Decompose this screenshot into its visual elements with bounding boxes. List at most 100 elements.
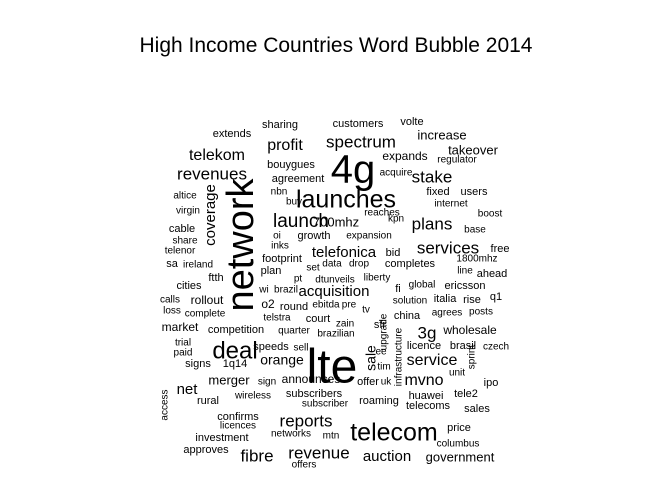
word-sa: sa (166, 258, 179, 270)
word-telefonica: telefonica (312, 244, 377, 261)
word-takeover: takeover (448, 142, 499, 157)
word-round: round (280, 301, 308, 313)
word-subscribers: subscribers (286, 388, 343, 400)
word-spectrum: spectrum (326, 132, 396, 151)
word-3g: 3g (418, 323, 437, 342)
word-telstra: telstra (263, 313, 291, 324)
word-speeds: speeds (253, 341, 289, 353)
word-acquire: acquire (380, 168, 413, 179)
word-brasil: brasil (450, 340, 476, 352)
word-confirms: confirms (217, 411, 259, 423)
word-solution: solution (393, 296, 427, 307)
word-signs: signs (185, 358, 211, 370)
word-customers: customers (333, 118, 384, 130)
word-1800mhz: 1800mhz (456, 254, 497, 265)
word-700mhz: 700mhz (313, 214, 359, 229)
word-uk: uk (381, 377, 393, 388)
word-ipo: ipo (484, 377, 499, 389)
word-telekom: telekom (189, 147, 245, 164)
word-drop: drop (349, 259, 369, 270)
word-announces: announces (282, 372, 341, 386)
word-revenue: revenue (288, 443, 349, 462)
word-court: court (306, 313, 330, 325)
word-base: base (464, 225, 486, 236)
word-mvno: mvno (404, 372, 443, 389)
word-internet: internet (434, 199, 468, 210)
word-expands: expands (382, 149, 427, 163)
word-extends: extends (213, 128, 252, 140)
word-quarter: quarter (278, 326, 310, 337)
word-revenues: revenues (177, 164, 247, 183)
word-ireland: ireland (183, 260, 213, 271)
word-free: free (491, 243, 510, 255)
word-fi: fi (395, 283, 401, 295)
word-acquisition: acquisition (299, 283, 370, 300)
word-plan: plan (261, 265, 282, 277)
word-liberty: liberty (364, 273, 391, 284)
word-service: service (407, 352, 458, 369)
word-cable: cable (169, 223, 195, 235)
word-regulator: regulator (437, 155, 477, 166)
word-coverage: coverage (202, 184, 219, 246)
word-calls: calls (160, 295, 180, 306)
word-pt: pt (294, 274, 303, 285)
word-china: china (394, 310, 421, 322)
word-price: price (447, 422, 471, 434)
word-zain: zain (336, 319, 354, 330)
word-altice: altice (173, 191, 197, 202)
word-increase: increase (417, 127, 466, 142)
word-merger: merger (208, 372, 250, 387)
word-posts: posts (469, 307, 493, 318)
word-sale: sale (363, 345, 379, 371)
word-trial: trial (175, 338, 191, 349)
word-ebitda: ebitda (312, 300, 340, 311)
word-licences: licences (220, 421, 256, 432)
word-profit: profit (267, 137, 303, 154)
word-lte: lte (307, 341, 358, 394)
word-loss: loss (163, 306, 181, 317)
word-market: market (162, 320, 199, 334)
word-ee: ee (375, 347, 387, 358)
word-share: share (172, 236, 197, 247)
word-wi: wi (258, 285, 268, 296)
word-upgrade: upgrade (379, 313, 390, 350)
word-competition: competition (208, 324, 264, 336)
word-telecoms: telecoms (406, 400, 451, 412)
word-ftth: ftth (208, 272, 223, 284)
word-reaches: reaches (364, 208, 400, 219)
word-oi: oi (273, 231, 281, 242)
word-wholesale: wholesale (442, 323, 497, 337)
word-bid: bid (386, 247, 401, 259)
word-launches: launches (296, 186, 396, 214)
word-agrees: agrees (432, 308, 463, 319)
word-tv: tv (362, 305, 370, 316)
word-4g: 4g (331, 148, 376, 192)
word-brazil: brazil (274, 285, 298, 296)
word-net: net (177, 381, 199, 398)
word-networks: networks (271, 429, 311, 440)
word-orange: orange (260, 352, 304, 368)
word-footprint: footprint (262, 253, 302, 265)
word-growth: growth (297, 230, 330, 242)
word-completes: completes (385, 258, 436, 270)
word-deal: deal (212, 337, 257, 364)
word-rural: rural (197, 395, 219, 407)
word-huawei: huawei (409, 390, 444, 402)
word-infrastructure: infrastructure (394, 327, 405, 386)
word-approves: approves (183, 444, 229, 456)
word-launch: launch (273, 211, 329, 232)
word-tim: tim (377, 362, 390, 373)
word-data: data (322, 259, 342, 270)
word-agreement: agreement (272, 173, 325, 185)
word-nbn: nbn (271, 187, 288, 198)
word-sell: sell (293, 343, 308, 354)
word-volte: volte (400, 116, 423, 128)
word-telenor: telenor (165, 246, 196, 257)
word-tele2: tele2 (454, 388, 478, 400)
word-sprint: sprint (467, 345, 478, 370)
word-ericsson: ericsson (445, 280, 486, 292)
word-auction: auction (363, 448, 411, 465)
word-rise: rise (463, 294, 481, 306)
word-columbus: columbus (437, 439, 480, 450)
